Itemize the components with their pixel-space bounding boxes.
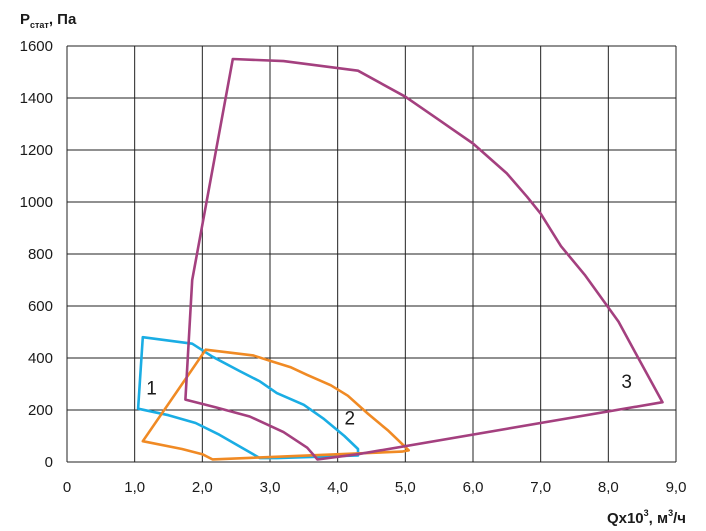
- series-1-line: [136, 335, 360, 460]
- series-label-1: 1: [146, 378, 157, 399]
- x-tick-label: 2,0: [192, 479, 213, 496]
- series-label-3: 3: [621, 372, 632, 393]
- x-tick-label: 5,0: [395, 479, 416, 496]
- y-tick-label: 200: [28, 402, 53, 419]
- grid: [66, 45, 677, 463]
- x-tick-label: 3,0: [260, 479, 281, 496]
- series-label-2: 2: [345, 408, 356, 429]
- series-3-line: [184, 57, 664, 461]
- x-tick-label: 9,0: [666, 479, 687, 496]
- x-tick-label: 1,0: [124, 479, 145, 496]
- series-2-line: [141, 348, 411, 461]
- plot-series: [136, 57, 664, 461]
- series-labels: 1 2 3: [146, 372, 632, 429]
- x-tick-label: 7,0: [530, 479, 551, 496]
- y-tick-label: 800: [28, 246, 53, 263]
- y-tick-label: 400: [28, 350, 53, 367]
- x-tick-label: 0: [63, 479, 71, 496]
- y-axis-title: Pстат, Па: [20, 11, 77, 30]
- y-tick-label: 0: [45, 454, 53, 471]
- x-tick-label: 6,0: [463, 479, 484, 496]
- x-tick-label: 8,0: [598, 479, 619, 496]
- y-tick-label: 1000: [20, 194, 53, 211]
- x-axis-title: Qx103, м3/ч: [607, 508, 686, 527]
- y-tick-label: 1200: [20, 142, 53, 159]
- y-tick-label: 1600: [20, 38, 53, 55]
- y-tick-label: 600: [28, 298, 53, 315]
- tick-labels: 0 1,0 2,0 3,0 4,0 5,0 6,0 7,0 8,0 9,0 0 200 400 600 80…: [20, 38, 687, 496]
- x-tick-label: 4,0: [327, 479, 348, 496]
- y-tick-label: 1400: [20, 90, 53, 107]
